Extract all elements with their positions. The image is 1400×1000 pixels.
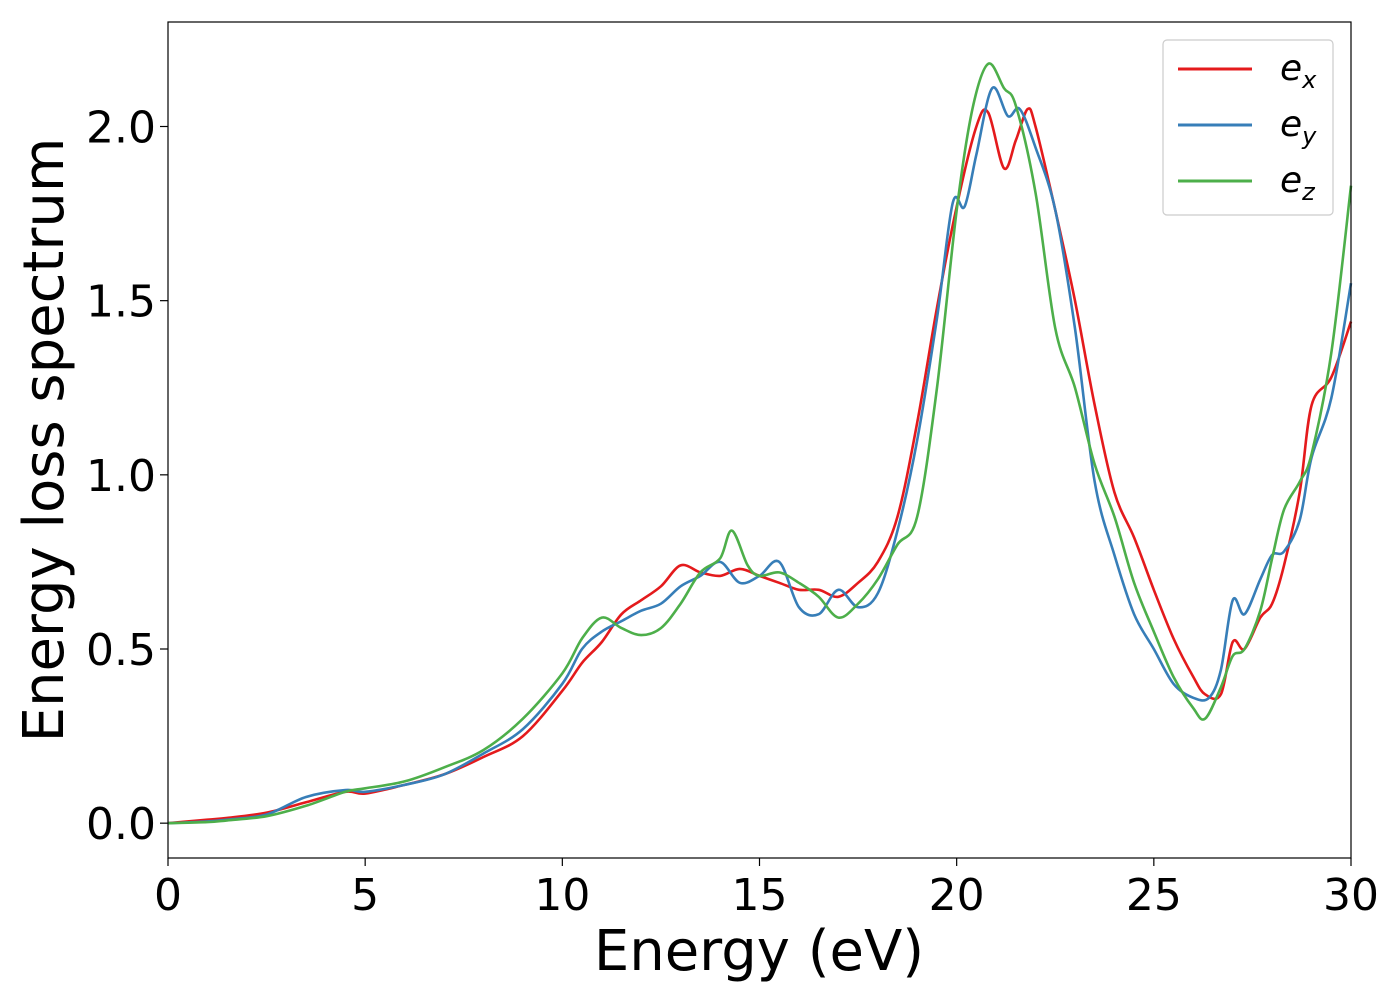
legend: ex ey ez <box>1162 39 1334 216</box>
x-tick-label: 15 <box>732 870 788 921</box>
y-tick-label: 1.0 <box>86 451 156 502</box>
x-tick-label: 5 <box>351 870 379 921</box>
legend-label-ex: ex <box>1280 48 1317 94</box>
legend-items: ex ey ez <box>1178 48 1317 206</box>
x-tick-label: 0 <box>154 870 182 921</box>
x-tick-label: 10 <box>534 870 590 921</box>
series-line-ez <box>167 62 1353 825</box>
series-line-ey <box>167 86 1353 825</box>
y-tick-label: 2.0 <box>86 103 156 154</box>
y-tick-label: 0.5 <box>86 625 156 676</box>
x-axis-ticks: 0 5 10 15 20 25 30 <box>154 858 1379 921</box>
x-tick-label: 20 <box>929 870 985 921</box>
y-axis-ticks: 0.0 0.5 1.0 1.5 2.0 <box>86 103 168 850</box>
legend-label-ey: ey <box>1280 104 1317 150</box>
series-layer <box>167 62 1353 825</box>
x-tick-label: 25 <box>1126 870 1182 921</box>
legend-box <box>1162 39 1334 216</box>
legend-label-ez: ez <box>1280 160 1316 206</box>
y-axis-label: Energy loss spectrum <box>12 138 77 743</box>
x-axis-label: Energy (eV) <box>594 919 924 984</box>
y-tick-label: 0.0 <box>86 799 156 850</box>
y-tick-label: 1.5 <box>86 277 156 328</box>
x-tick-label: 30 <box>1323 870 1379 921</box>
